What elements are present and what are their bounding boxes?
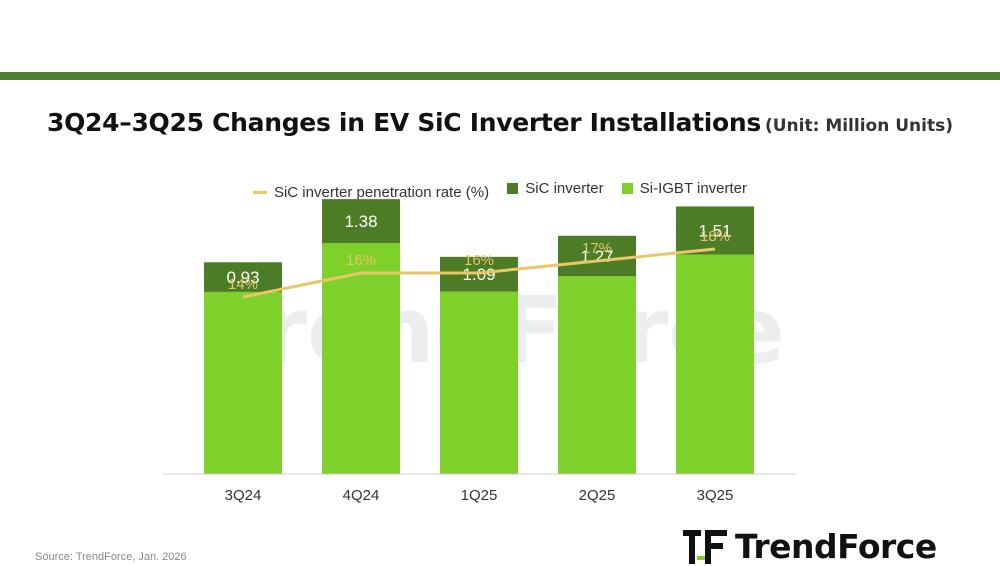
rate-value-label: 16% [464, 252, 494, 269]
bar-sic-4Q24 [322, 199, 400, 244]
chart-unit-text: (Unit: Million Units) [764, 116, 953, 136]
bar-igbt-1Q25 [440, 291, 518, 474]
x-tick-label: 3Q24 [225, 487, 262, 504]
bar-igbt-3Q25 [676, 254, 754, 474]
x-axis-labels: 3Q24 4Q24 1Q25 2Q25 3Q25 [225, 487, 734, 504]
bar-value-label: 1.51 [698, 222, 731, 241]
rate-value-label: 16% [346, 252, 376, 269]
legend-item-igbt: Si-IGBT inverter [621, 180, 748, 197]
bar-value-label: 1.38 [344, 212, 377, 231]
source-note: Source: TrendForce, Jan. 2026 [35, 551, 187, 563]
bar-value-label: 1.09 [462, 265, 495, 284]
bar-sic-3Q25 [676, 206, 754, 255]
chart-title-text: 3Q24–3Q25 Changes in EV SiC Inverter Ins… [47, 108, 761, 137]
rate-line-group: 14% 16% 16% 17% 18% [228, 228, 730, 299]
x-tick-label: 3Q25 [697, 487, 734, 504]
header-accent-bar [0, 72, 1000, 80]
bar-igbt-4Q24 [322, 243, 400, 474]
logo-text: TrendForce [735, 526, 937, 566]
trendforce-logo-icon [683, 530, 727, 564]
legend-swatch-rate [252, 191, 267, 194]
rate-value-label: 17% [582, 240, 612, 257]
bar-igbt-3Q24 [204, 291, 282, 474]
x-tick-label: 4Q24 [343, 487, 380, 504]
rate-value-label: 18% [700, 228, 730, 245]
legend-swatch-igbt [621, 183, 633, 194]
rate-line [242, 247, 716, 299]
legend-label-rate: SiC inverter penetration rate (%) [273, 184, 490, 201]
legend-item-rate: SiC inverter penetration rate (%) [252, 184, 490, 201]
legend-label-sic: SiC inverter [525, 180, 604, 197]
legend-item-sic: SiC inverter [507, 180, 604, 197]
chart-title: 3Q24–3Q25 Changes in EV SiC Inverter Ins… [0, 108, 1000, 137]
bar-sic-3Q24 [204, 262, 282, 292]
chart-legend: SiC inverter penetration rate (%) SiC in… [0, 180, 1000, 201]
rate-value-label: 14% [228, 276, 258, 293]
bar-sic-2Q25 [558, 235, 636, 277]
bar-igbt-2Q25 [558, 276, 636, 474]
legend-label-igbt: Si-IGBT inverter [639, 180, 748, 197]
x-tick-label: 1Q25 [461, 487, 498, 504]
bars-group: 0.931.381.091.271.51 [204, 199, 754, 474]
bar-value-label: 0.93 [226, 268, 259, 287]
x-tick-label: 2Q25 [579, 487, 616, 504]
legend-swatch-sic [507, 183, 519, 194]
brand-logo: TrendForce [683, 526, 937, 566]
